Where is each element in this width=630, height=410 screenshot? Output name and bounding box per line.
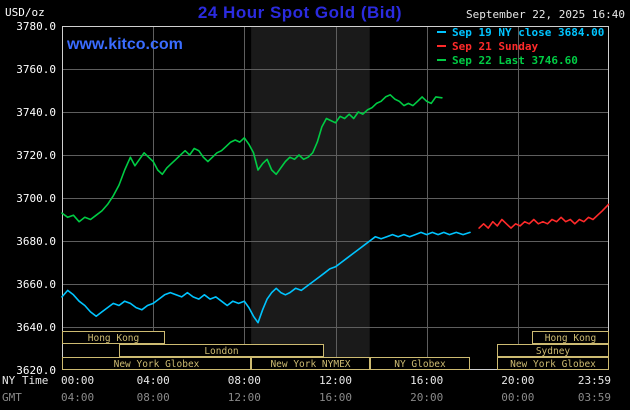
legend-label: Sep 19 NY close 3684.00	[452, 25, 605, 39]
series-line-sep21-sunday	[478, 203, 610, 229]
legend-dash-icon	[437, 45, 446, 47]
svg-text:3680.0: 3680.0	[16, 235, 56, 248]
svg-text:00:00: 00:00	[501, 391, 534, 404]
legend-item-sep21-sunday: Sep 21 Sunday	[437, 39, 604, 53]
svg-text:New York Globex: New York Globex	[114, 359, 200, 370]
svg-text:16:00: 16:00	[410, 374, 443, 387]
page-title: 24 Hour Spot Gold (Bid)	[197, 3, 403, 22]
svg-text:12:00: 12:00	[228, 391, 261, 404]
svg-text:New York NYMEX: New York NYMEX	[270, 359, 350, 370]
svg-text:04:00: 04:00	[137, 374, 170, 387]
legend-dash-icon	[437, 31, 446, 33]
kitco-url-link[interactable]: www.kitco.com	[67, 36, 183, 53]
session-box: New York Globex	[62, 357, 251, 370]
svg-text:London: London	[204, 346, 238, 357]
legend-item-sep22-last: Sep 22 Last 3746.60	[437, 53, 604, 67]
svg-text:12:00: 12:00	[319, 374, 352, 387]
svg-text:3760.0: 3760.0	[16, 63, 56, 76]
ny-time-axis-label: NY Time	[2, 374, 49, 387]
datetime-label: September 22, 2025 16:40	[466, 8, 625, 21]
svg-text:08:00: 08:00	[137, 391, 170, 404]
svg-text:20:00: 20:00	[410, 391, 443, 404]
svg-text:3640.0: 3640.0	[16, 321, 56, 334]
legend-label: Sep 21 Sunday	[452, 39, 539, 53]
svg-text:3720.0: 3720.0	[16, 149, 56, 162]
session-box: Sydney	[497, 344, 609, 357]
svg-text:23:59: 23:59	[578, 374, 611, 387]
svg-text:Hong Kong: Hong Kong	[88, 333, 139, 344]
svg-text:00:00: 00:00	[61, 374, 94, 387]
x-axis-tick-labels: 00:00 04:00 04:00 08:00 08:00 12:00 12:00 16:00…	[61, 374, 611, 404]
session-box: London	[119, 344, 324, 357]
session-box: New York NYMEX	[251, 357, 370, 370]
series-line-sep22-last	[61, 94, 443, 223]
legend-dash-icon	[437, 59, 446, 61]
svg-text:Sydney: Sydney	[536, 346, 571, 357]
session-box: NY Globex	[370, 357, 470, 370]
market-session-boxes: Hong Kong Hong Kong London Sydney New York G…	[62, 331, 609, 370]
session-box: Hong Kong	[532, 331, 609, 344]
svg-text:03:59: 03:59	[578, 391, 611, 404]
svg-text:3740.0: 3740.0	[16, 106, 56, 119]
legend-item-sep19-close: Sep 19 NY close 3684.00	[437, 25, 604, 39]
legend-label: Sep 22 Last 3746.60	[452, 53, 578, 67]
grid	[62, 26, 609, 370]
gmt-axis-label: GMT	[2, 391, 22, 404]
session-box: Hong Kong	[62, 331, 165, 344]
svg-text:Hong Kong: Hong Kong	[545, 333, 596, 344]
svg-text:New York Globex: New York Globex	[510, 359, 596, 370]
series-line-sep19-ny-close	[61, 231, 471, 324]
svg-text:04:00: 04:00	[61, 391, 94, 404]
unit-label: USD/oz	[5, 6, 45, 19]
session-box: New York Globex	[497, 357, 609, 370]
svg-text:20:00: 20:00	[501, 374, 534, 387]
svg-text:08:00: 08:00	[228, 374, 261, 387]
svg-text:3700.0: 3700.0	[16, 192, 56, 205]
svg-text:16:00: 16:00	[319, 391, 352, 404]
svg-text:3780.0: 3780.0	[16, 20, 56, 33]
svg-text:3620.0: 3620.0	[16, 364, 56, 377]
svg-text:3660.0: 3660.0	[16, 278, 56, 291]
legend: Sep 19 NY close 3684.00 Sep 21 Sunday Se…	[437, 25, 604, 67]
y-axis-tick-labels: 3620.0 3640.0 3660.0 3680.0 3700.0 3720.0 3740…	[16, 20, 56, 377]
svg-text:NY Globex: NY Globex	[394, 359, 446, 370]
